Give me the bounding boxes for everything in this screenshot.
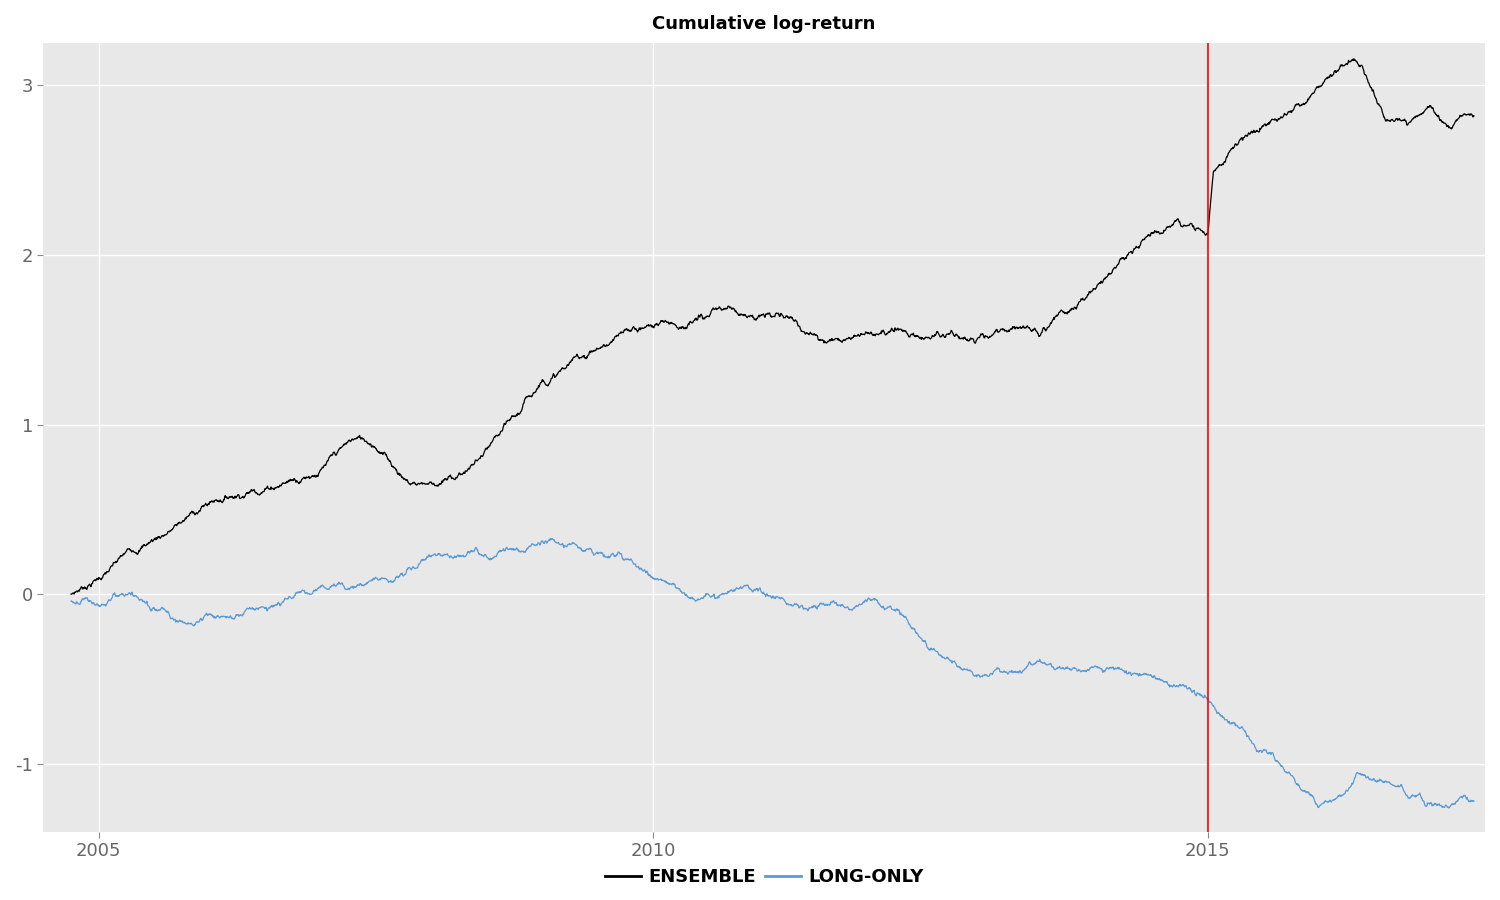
Title: Cumulative log-return: Cumulative log-return [652, 15, 876, 33]
Legend: ENSEMBLE, LONG-ONLY: ENSEMBLE, LONG-ONLY [597, 861, 930, 894]
